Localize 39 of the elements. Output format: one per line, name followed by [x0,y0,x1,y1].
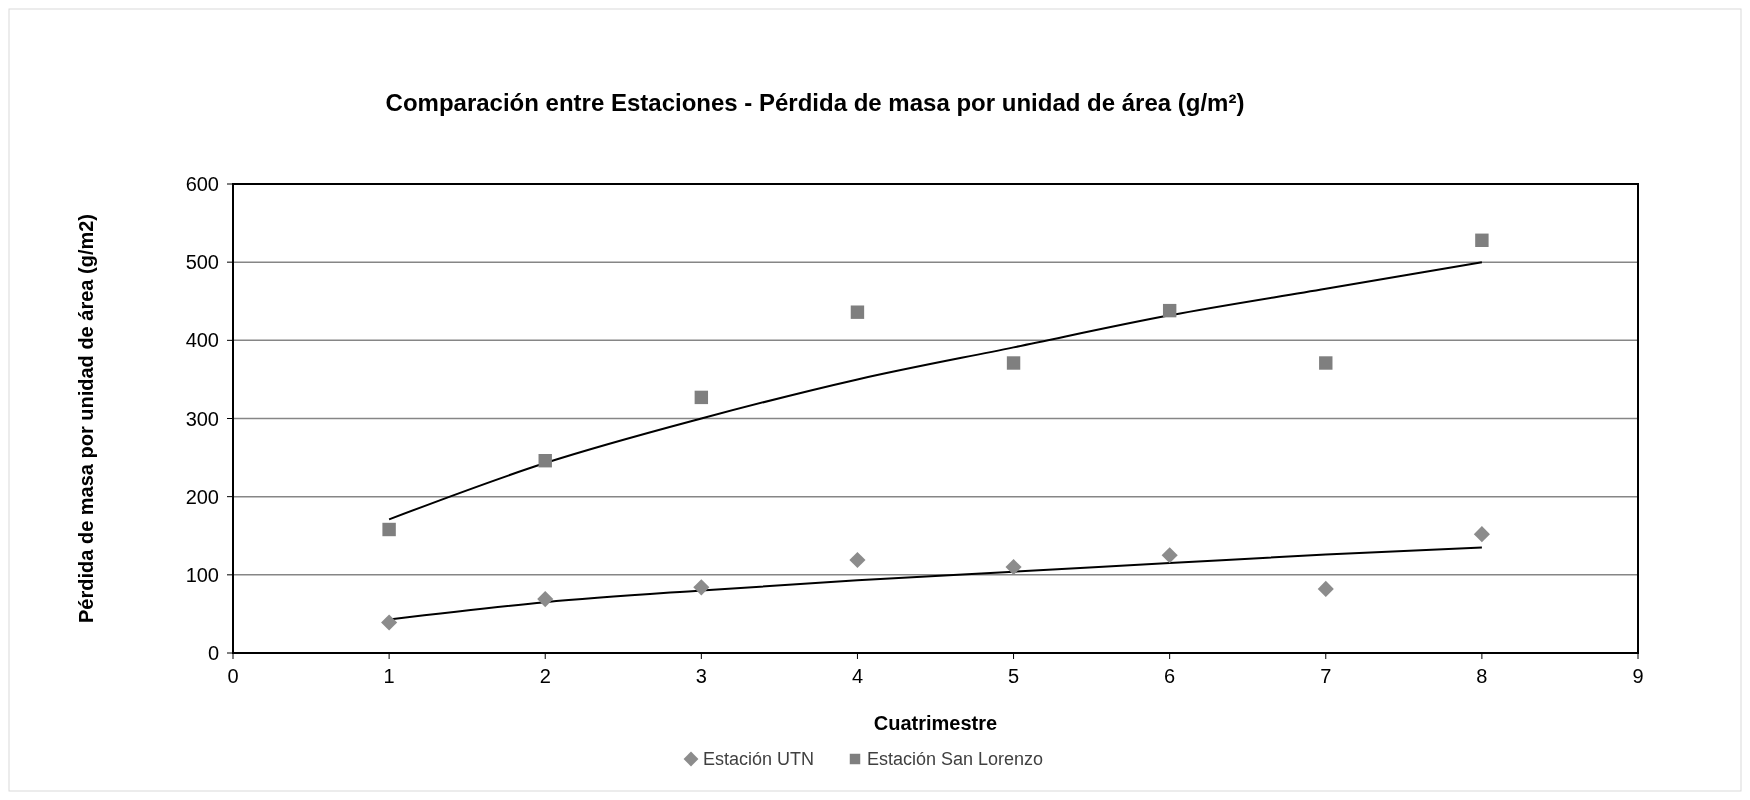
point [849,551,866,569]
point [1317,580,1334,597]
point [1005,558,1022,576]
point [538,454,552,468]
chart-title: Comparación entre Estaciones - Pérdida de masa por unidad de área (g/m²) [385,89,1245,116]
legend-label: Estación San Lorenzo [867,749,1044,769]
point [850,305,865,319]
y-tick-label: 200 [185,485,219,508]
x-tick-label: 7 [1320,665,1332,687]
x-axis-title: Cuatrimestre [873,712,998,734]
x-tick-label: 4 [851,665,864,687]
x-tick-label: 8 [1476,665,1488,687]
point [1161,547,1178,564]
y-tick-label: 300 [185,407,219,430]
x-tick-label: 2 [539,665,551,687]
y-tick-label: 100 [185,563,219,586]
x-tick-label: 5 [1007,665,1020,687]
y-tick-label: 400 [185,329,219,352]
y-tick-label: 600 [185,173,219,195]
point [694,390,709,405]
point [537,591,554,608]
point [693,579,710,596]
point [1473,526,1490,543]
legend-label: Estación UTN [703,749,815,769]
x-tick-label: 0 [227,665,239,687]
x-tick-label: 1 [383,665,395,687]
x-tick-label: 3 [695,665,707,687]
y-axis-title: Pérdida de masa por unidad de área (g/m2) [75,213,97,624]
point [381,614,398,631]
y-tick-label: 500 [185,251,219,274]
point [1319,356,1333,370]
point [1162,303,1177,318]
point [1475,233,1489,247]
point [382,522,396,537]
line-series [388,261,1483,521]
point [1006,356,1021,370]
x-tick-label: 9 [1632,665,1644,687]
y-tick-label: 0 [207,642,219,664]
x-tick-label: 6 [1164,665,1176,687]
